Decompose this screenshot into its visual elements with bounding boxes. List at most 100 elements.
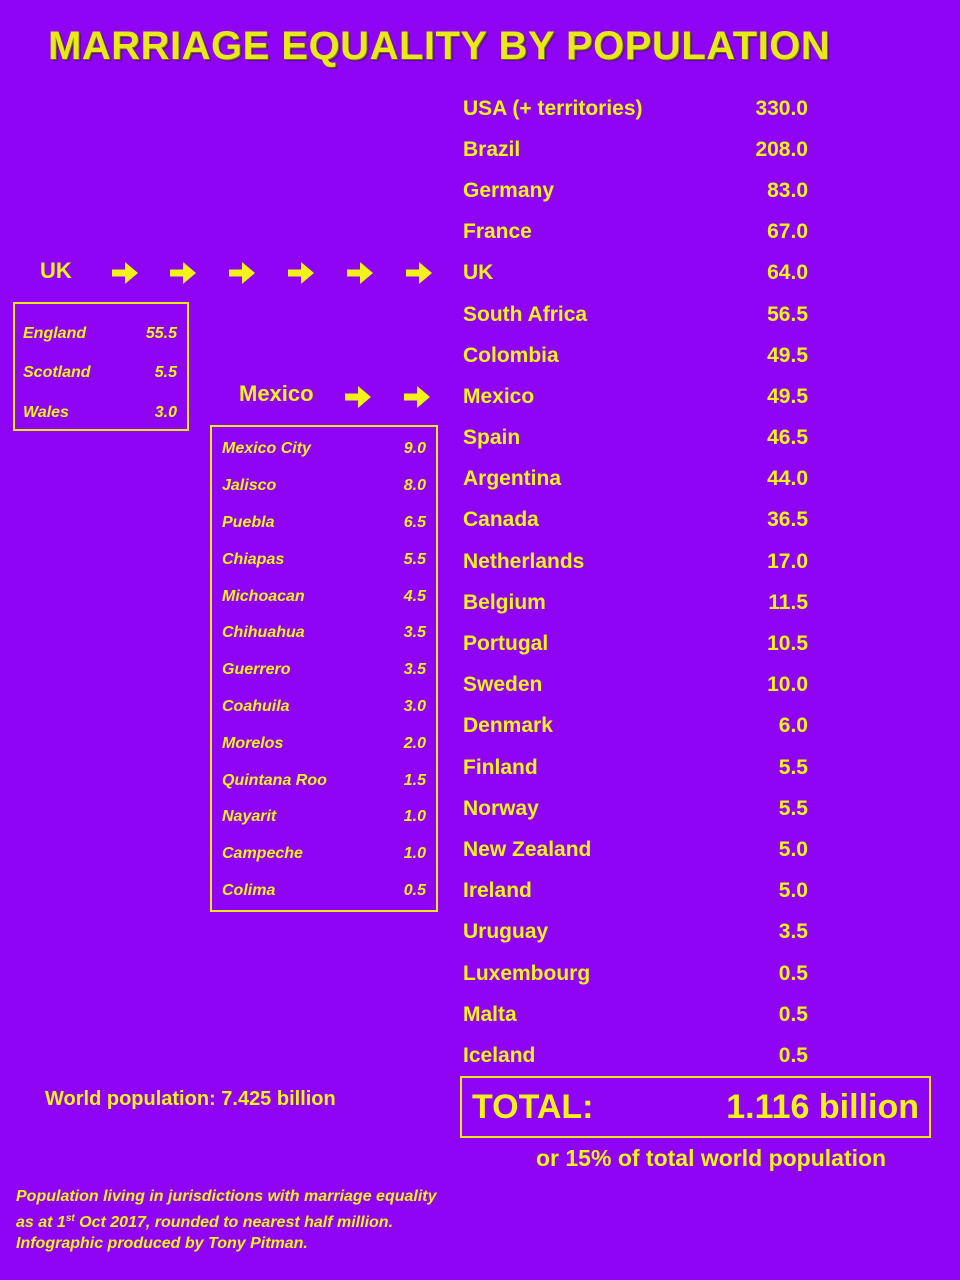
country-row: France 67.0 xyxy=(463,212,808,253)
uk-part-row: Scotland 5.5 xyxy=(23,354,177,394)
total-value: 1.116 billion xyxy=(726,1087,919,1126)
mexico-state-row: Morelos 2.0 xyxy=(222,725,426,762)
mexico-state-row: Colima 0.5 xyxy=(222,873,426,910)
country-row-name: Brazil xyxy=(463,137,521,161)
arrow-right-icon xyxy=(402,384,432,410)
country-row-name: USA (+ territories) xyxy=(463,96,643,120)
country-row: Denmark 6.0 xyxy=(463,706,808,747)
mexico-state-row: Guerrero 3.5 xyxy=(222,652,426,689)
mexico-state-row-name: Puebla xyxy=(222,513,275,531)
country-row: Malta 0.5 xyxy=(463,994,808,1035)
country-row-value: 5.0 xyxy=(778,879,808,903)
mexico-state-row-value: 1.5 xyxy=(403,771,426,789)
country-row-value: 67.0 xyxy=(767,220,808,244)
mexico-state-row-value: 0.5 xyxy=(403,881,426,899)
country-row: Germany 83.0 xyxy=(463,170,808,211)
country-row: Iceland 0.5 xyxy=(463,1035,808,1076)
arrow-right-icon xyxy=(345,260,375,286)
country-row-name: Canada xyxy=(463,508,539,532)
country-list: USA (+ territories) 330.0 Brazil 208.0 Germa… xyxy=(463,88,808,1077)
mexico-state-row-name: Coahuila xyxy=(222,697,290,715)
country-row-value: 330.0 xyxy=(755,96,808,120)
country-row-value: 49.5 xyxy=(767,343,808,367)
mexico-state-row-name: Michoacan xyxy=(222,587,305,605)
country-row-name: South Africa xyxy=(463,302,588,326)
country-row-value: 0.5 xyxy=(778,1002,808,1026)
uk-part-row-value: 3.0 xyxy=(154,403,177,421)
country-row: Brazil 208.0 xyxy=(463,129,808,170)
country-row-value: 5.0 xyxy=(778,837,808,861)
country-row-value: 6.0 xyxy=(778,714,808,738)
mexico-state-row-name: Morelos xyxy=(222,734,284,752)
country-row-value: 0.5 xyxy=(778,961,808,985)
country-row: Canada 36.5 xyxy=(463,500,808,541)
country-row: Sweden 10.0 xyxy=(463,665,808,706)
mexico-breakdown-box: Mexico City 9.0 Jalisco 8.0 Puebla 6.5 Chiapas… xyxy=(210,425,438,912)
arrow-right-icon xyxy=(227,260,257,286)
uk-part-row-value: 5.5 xyxy=(154,364,177,382)
country-row-name: Argentina xyxy=(463,467,562,491)
country-row-value: 83.0 xyxy=(767,178,808,202)
mexico-state-row-value: 8.0 xyxy=(403,477,426,495)
country-row: Netherlands 17.0 xyxy=(463,541,808,582)
country-row-value: 11.5 xyxy=(768,590,808,614)
uk-part-row-name: England xyxy=(23,324,87,342)
country-row-value: 17.0 xyxy=(767,549,808,573)
country-row: Norway 5.5 xyxy=(463,788,808,829)
country-row-name: Luxembourg xyxy=(463,961,591,985)
arrow-right-icon xyxy=(286,260,316,286)
mexico-state-row: Chihuahua 3.5 xyxy=(222,615,426,652)
country-row-value: 3.5 xyxy=(778,920,808,944)
footnote-date-pre: as at 1 xyxy=(16,1213,66,1231)
mexico-state-row-value: 3.5 xyxy=(403,661,426,679)
country-row-name: New Zealand xyxy=(463,837,592,861)
mexico-state-row: Nayarit 1.0 xyxy=(222,799,426,836)
arrow-right-icon xyxy=(343,384,373,410)
mexico-state-row-value: 9.0 xyxy=(403,440,426,458)
country-row: UK 64.0 xyxy=(463,253,808,294)
country-row-name: Colombia xyxy=(463,343,559,367)
mexico-state-row-value: 5.5 xyxy=(403,550,426,568)
mexico-state-row-name: Chiapas xyxy=(222,550,285,568)
country-row: Portugal 10.5 xyxy=(463,623,808,664)
country-row: South Africa 56.5 xyxy=(463,294,808,335)
country-row-value: 44.0 xyxy=(767,467,808,491)
mexico-state-row-value: 1.0 xyxy=(403,845,426,863)
mexico-state-row-value: 4.5 xyxy=(403,587,426,605)
mexico-state-row-name: Chihuahua xyxy=(222,624,305,642)
arrow-right-icon xyxy=(110,260,140,286)
country-row-name: Malta xyxy=(463,1002,517,1026)
mexico-label: Mexico xyxy=(239,381,314,406)
country-row-value: 10.5 xyxy=(767,632,808,656)
country-row-name: Mexico xyxy=(463,384,535,408)
mexico-state-row-name: Campeche xyxy=(222,845,303,863)
mexico-state-row-value: 3.0 xyxy=(403,697,426,715)
mexico-state-row: Chiapas 5.5 xyxy=(222,541,426,578)
mexico-state-row: Jalisco 8.0 xyxy=(222,468,426,505)
country-row-value: 0.5 xyxy=(778,1043,808,1067)
mexico-state-row-value: 6.5 xyxy=(403,513,426,531)
country-row-name: Sweden xyxy=(463,673,543,697)
country-row-name: Uruguay xyxy=(463,920,549,944)
country-row-value: 56.5 xyxy=(767,302,808,326)
country-row-value: 5.5 xyxy=(778,796,808,820)
uk-label: UK xyxy=(40,258,72,283)
mexico-state-row-name: Quintana Roo xyxy=(222,771,327,789)
mexico-state-row: Michoacan 4.5 xyxy=(222,578,426,615)
mexico-state-row: Quintana Roo 1.5 xyxy=(222,762,426,799)
mexico-state-row-value: 1.0 xyxy=(403,808,426,826)
uk-breakdown-box: England 55.5 Scotland 5.5 Wales 3.0 xyxy=(13,302,189,431)
mexico-state-row-name: Nayarit xyxy=(222,808,277,826)
arrow-right-icon xyxy=(404,260,434,286)
uk-part-row-name: Wales xyxy=(23,403,69,421)
country-row-value: 49.5 xyxy=(767,384,808,408)
mexico-state-row-name: Mexico City xyxy=(222,440,311,458)
page-title: MARRIAGE EQUALITY BY POPULATION xyxy=(48,24,831,68)
country-row: USA (+ territories) 330.0 xyxy=(463,88,808,129)
footnote-line-2: as at 1st Oct 2017, rounded to nearest h… xyxy=(16,1208,437,1234)
footnote-date-sup: st xyxy=(65,1212,75,1224)
country-row-name: Denmark xyxy=(463,714,553,738)
country-row: Luxembourg 0.5 xyxy=(463,953,808,994)
country-row: Ireland 5.0 xyxy=(463,871,808,912)
country-row: Uruguay 3.5 xyxy=(463,912,808,953)
